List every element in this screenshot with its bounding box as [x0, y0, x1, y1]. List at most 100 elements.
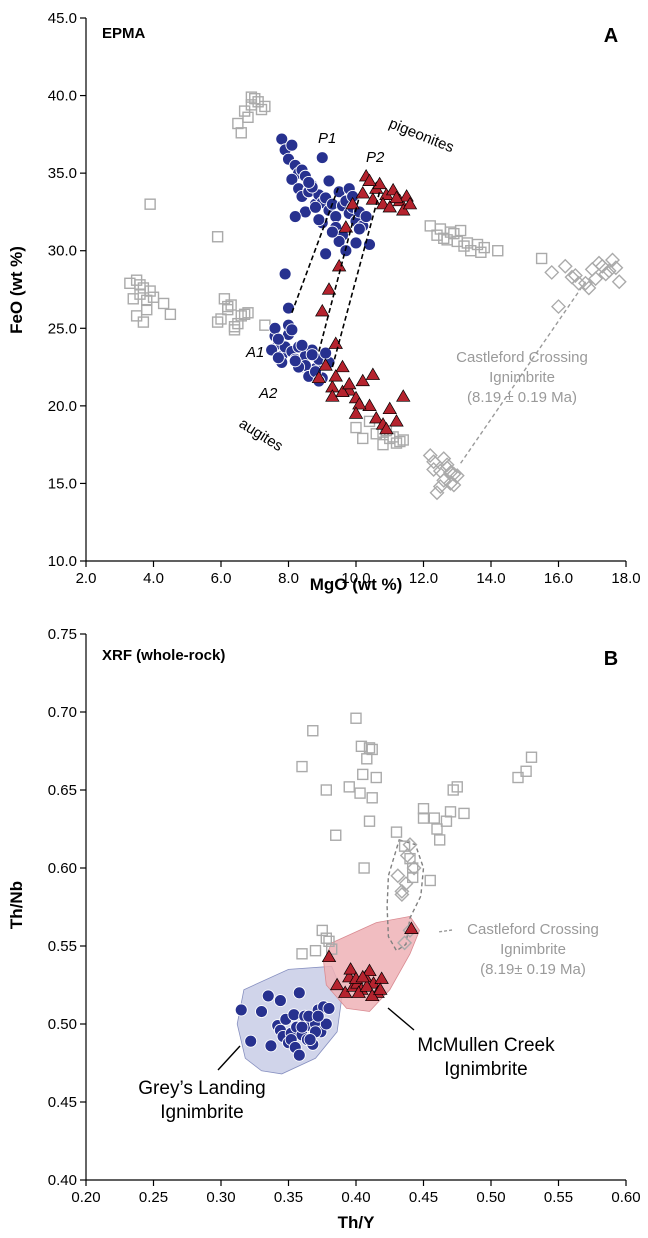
- data-point-triangle: [382, 401, 397, 415]
- data-point-circle: [285, 323, 299, 337]
- castleford-leader-line: [437, 929, 453, 933]
- p1-label: P1: [318, 130, 336, 147]
- y-tick-label: 0.65: [48, 782, 77, 799]
- data-point-circle: [268, 321, 282, 335]
- data-point-triangle: [321, 282, 337, 295]
- castleford-label-line1: Castleford Crossing: [467, 921, 599, 938]
- data-point-square: [137, 316, 150, 328]
- data-point-triangle: [337, 985, 353, 998]
- series-square: [124, 91, 548, 451]
- data-point-square: [137, 282, 150, 294]
- series-circle: [265, 132, 376, 388]
- data-point-square: [361, 753, 373, 765]
- x-axis-title: Th/Y: [338, 1213, 375, 1232]
- data-point-diamond: [443, 465, 458, 481]
- data-point-square: [296, 948, 308, 960]
- mcmullen-creek-field: [323, 915, 420, 1012]
- data-point-circle: [292, 986, 306, 1000]
- data-point-triangle: [311, 370, 327, 384]
- panel-letter: A: [604, 25, 618, 47]
- panel-method-label: XRF (whole-rock): [102, 647, 225, 664]
- data-point-triangle: [345, 196, 360, 210]
- data-point-triangle: [389, 414, 404, 427]
- data-point-triangle: [348, 406, 364, 419]
- pyroxene-tie-line: [291, 185, 340, 314]
- castleford-tie-line: [460, 281, 587, 464]
- data-point-square: [330, 829, 342, 841]
- data-point-square: [218, 293, 231, 305]
- data-point-circle: [278, 267, 292, 281]
- data-point-circle: [319, 247, 333, 261]
- data-point-square: [520, 765, 532, 777]
- data-point-diamond: [551, 299, 566, 315]
- data-point-circle: [285, 172, 299, 186]
- data-point-triangle: [329, 977, 345, 991]
- data-point-diamond: [608, 260, 624, 276]
- x-tick-label: 6.0: [211, 570, 232, 587]
- data-point-diamond: [439, 460, 455, 476]
- data-point-diamond: [557, 258, 573, 274]
- panel-letter: B: [604, 648, 618, 670]
- data-point-circle: [285, 138, 299, 152]
- data-point-triangle: [365, 192, 381, 205]
- data-point-triangle: [355, 969, 370, 983]
- data-point-square: [238, 105, 251, 117]
- y-tick-label: 10.0: [48, 553, 77, 570]
- x-tick-label: 0.20: [71, 1189, 100, 1206]
- data-point-diamond: [443, 475, 458, 491]
- data-point-diamond: [605, 252, 620, 268]
- series-triangle: [321, 921, 419, 1002]
- y-tick-label: 0.60: [48, 860, 77, 877]
- y-tick-label: 0.40: [48, 1172, 77, 1189]
- data-point-triangle: [396, 203, 411, 216]
- data-point-triangle: [352, 397, 367, 410]
- data-point-circle: [282, 301, 295, 315]
- data-point-square: [394, 435, 406, 448]
- y-tick-label: 45.0: [48, 10, 77, 27]
- data-point-circle: [322, 1001, 336, 1015]
- data-point-triangle: [321, 949, 337, 963]
- data-point-circle: [325, 225, 339, 239]
- data-point-square: [296, 760, 308, 773]
- panel-method-label: EPMA: [102, 25, 146, 42]
- data-point-square: [461, 237, 474, 249]
- castleford-label-line3: (8.19± 0.19 Ma): [480, 961, 586, 978]
- castleford-label-line3: (8.19 ± 0.19 Ma): [467, 389, 577, 406]
- panel-a-chart: 2.0 4.0 6.0 8.0 10.0 12.0 14.0 16.0 18.0 10.0 15.0…: [7, 10, 641, 594]
- data-point-square: [444, 806, 457, 818]
- data-point-square: [307, 725, 319, 737]
- x-tick-label: 14.0: [476, 570, 505, 587]
- y-tick-label: 0.50: [48, 1016, 77, 1033]
- augites-label: augites: [236, 415, 286, 455]
- y-tick-label: 0.55: [48, 938, 77, 955]
- data-point-square: [309, 944, 322, 957]
- data-point-triangle: [362, 963, 377, 977]
- data-point-square: [350, 712, 362, 724]
- data-point-square: [144, 198, 156, 210]
- data-point-triangle: [396, 389, 411, 402]
- data-point-square: [235, 127, 247, 139]
- data-point-square: [228, 324, 241, 336]
- data-point-square: [448, 227, 460, 240]
- data-point-square: [492, 245, 504, 257]
- data-point-square: [431, 229, 443, 241]
- data-point-square: [144, 285, 156, 297]
- data-point-square: [355, 740, 368, 753]
- data-point-square: [255, 103, 268, 116]
- data-point-square: [124, 277, 136, 289]
- data-point-square: [363, 742, 376, 754]
- data-point-diamond: [429, 485, 445, 501]
- data-point-square: [211, 316, 224, 328]
- mcmullen-label-line2: Ignimbrite: [444, 1059, 527, 1080]
- data-point-circle: [264, 1039, 278, 1053]
- data-point-circle: [319, 1017, 333, 1031]
- data-point-diamond: [390, 868, 406, 884]
- x-axis-title: MgO (wt %): [310, 575, 403, 594]
- data-point-square: [458, 807, 470, 820]
- data-point-triangle: [325, 389, 340, 402]
- castleford-label-line2: Ignimbrite: [500, 941, 566, 958]
- data-point-diamond: [564, 269, 580, 285]
- data-point-square: [232, 117, 244, 130]
- data-point-square: [357, 432, 369, 445]
- data-point-square: [164, 308, 177, 321]
